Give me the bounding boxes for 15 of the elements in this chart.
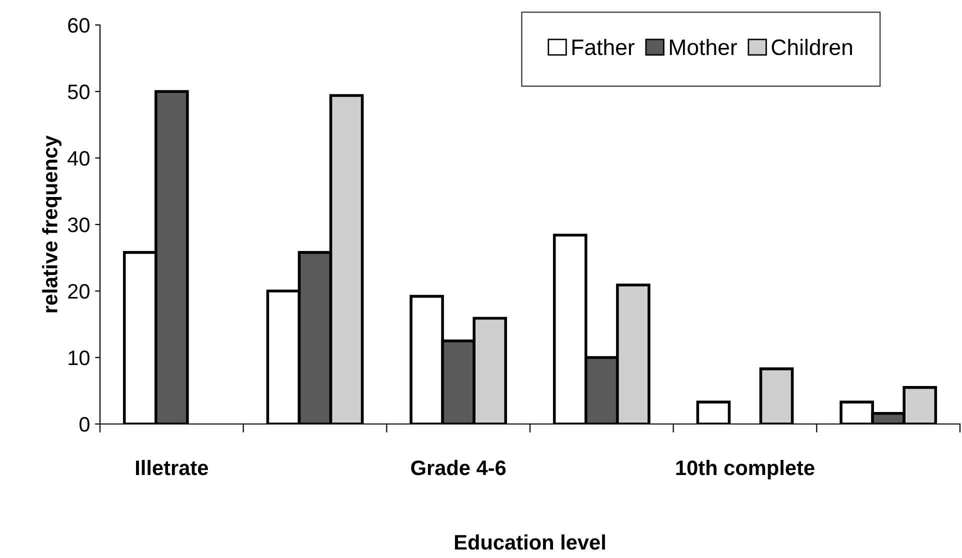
legend-label: Children [772, 38, 852, 56]
y-tick-label: 0 [80, 417, 90, 432]
legend-label: Mother [670, 38, 737, 56]
x-tick-label: Grade 4-6 [411, 460, 506, 476]
y-axis-title: relative frequency [42, 135, 62, 312]
x-tick-label: 10th complete [676, 460, 814, 480]
y-tick-label: 20 [68, 284, 90, 299]
x-tick-label: Illetrate [136, 460, 208, 476]
y-tick-label: 60 [68, 18, 90, 33]
y-tick-label: 40 [68, 151, 90, 166]
y-tick-label: 10 [68, 350, 90, 366]
x-axis-title: Education level [454, 534, 605, 550]
y-tick-label: 30 [68, 218, 90, 232]
y-tick-label: 50 [68, 84, 90, 100]
legend-label: Father [572, 38, 634, 56]
